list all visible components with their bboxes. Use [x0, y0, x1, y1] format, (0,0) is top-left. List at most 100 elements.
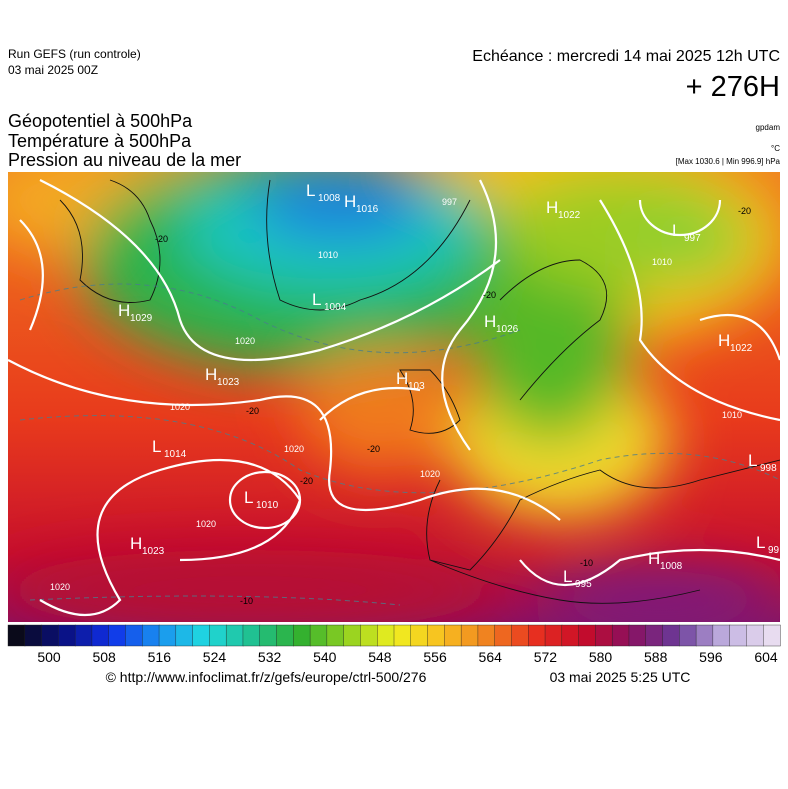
colorbar-swatch — [377, 624, 395, 647]
colorbar-swatch — [360, 624, 378, 647]
colorbar-tick-label: 516 — [148, 649, 172, 665]
colorbar-swatch — [242, 624, 261, 647]
center-letter: L — [244, 488, 253, 507]
isobar-label: 1020 — [196, 519, 216, 529]
center-pressure: 1014 — [164, 449, 187, 460]
colorbar-tick-label: 556 — [423, 649, 447, 665]
colorbar-swatch — [645, 624, 664, 647]
center-letter: L — [756, 533, 765, 552]
colorbar-swatch — [729, 624, 748, 647]
blob — [540, 570, 780, 622]
colorbar-tick-label: 588 — [644, 649, 668, 665]
temperature-label: -10 — [240, 596, 253, 606]
center-letter: L — [672, 221, 681, 240]
temperature-isolines — [19, 283, 780, 606]
colorbar-swatch — [561, 624, 580, 647]
isobar-label: 997 — [442, 197, 457, 207]
colorbar-swatch — [225, 624, 244, 647]
valid-time: Echéance : mercredi 14 mai 2025 12h UTC — [472, 48, 780, 65]
center-letter: L — [563, 567, 572, 586]
center-letter: H — [718, 331, 730, 350]
unit-pressure: [Max 1030.6 | Min 996.9] hPa — [676, 157, 781, 166]
colorbar-swatch — [209, 624, 227, 647]
colorbar-swatch — [662, 624, 680, 647]
center-letter: H — [118, 301, 130, 320]
colorbar-swatch — [74, 624, 93, 647]
colorbar-swatch — [192, 624, 210, 647]
isobar-label: 1020 — [170, 402, 190, 412]
center-pressure: 103 — [408, 381, 425, 392]
center-letter: H — [344, 192, 356, 211]
unit-gpdam: gpdam — [756, 123, 781, 132]
colorbar-swatch — [309, 624, 328, 647]
colorbar-swatch — [343, 624, 362, 647]
colorbar-swatch — [41, 624, 59, 647]
blob — [630, 200, 750, 280]
colorbar-swatch — [477, 624, 496, 647]
blob — [8, 550, 510, 622]
center-letter: L — [748, 451, 757, 470]
isobar-label: 1010 — [318, 250, 338, 260]
isobars — [8, 179, 780, 617]
colorbar-swatch — [259, 624, 278, 647]
center-letter: H — [396, 369, 408, 388]
colorbar-swatch — [158, 624, 177, 647]
generated-time: 03 mai 2025 5:25 UTC — [550, 669, 691, 685]
colorbar-swatch — [293, 624, 311, 647]
center-pressure: 1016 — [356, 204, 379, 215]
colorbar-swatch — [58, 624, 76, 647]
center-pressure: 1004 — [324, 302, 347, 313]
source-url: © http://www.infoclimat.fr/z/gefs/europe… — [106, 669, 427, 685]
colorbar-tick-label: 508 — [92, 649, 116, 665]
center-letter: L — [312, 290, 321, 309]
isobar-label: 1020 — [50, 582, 70, 592]
colorbar-swatch — [595, 624, 613, 647]
center-pressure: 1023 — [142, 546, 165, 557]
colorbar-swatch — [91, 624, 110, 647]
colorbar-swatch — [494, 624, 513, 647]
colorbar-swatch — [628, 624, 647, 647]
center-pressure: 1026 — [496, 324, 519, 335]
isobar-label: 1010 — [722, 410, 742, 420]
run-date: 03 mai 2025 00Z — [8, 63, 98, 77]
colorbar-swatch — [763, 624, 781, 647]
center-pressure: 998 — [760, 463, 777, 474]
colorbar-swatch — [444, 624, 462, 647]
title-temperature: Température à 500hPa — [8, 131, 192, 151]
lead-time: + 276H — [686, 71, 780, 103]
isobar-label: 1020 — [284, 444, 304, 454]
colorbar-swatch — [175, 624, 194, 647]
center-letter: L — [306, 181, 315, 200]
center-pressure: 1022 — [558, 210, 581, 221]
isobar-label: 1010 — [652, 257, 672, 267]
colorbar-swatch — [712, 624, 731, 647]
colorbar-swatch — [427, 624, 445, 647]
center-pressure: 1008 — [318, 193, 341, 204]
colorbar-swatch — [326, 624, 345, 647]
colorbar-swatch — [511, 624, 529, 647]
colorbar-tick-label: 548 — [368, 649, 392, 665]
map-field — [8, 172, 780, 622]
colorbar-swatch — [544, 624, 563, 647]
isobar-label: 1020 — [420, 469, 440, 479]
colorbar-swatch — [528, 624, 546, 647]
colorbar-swatch — [695, 624, 714, 647]
colorbar-swatch — [125, 624, 143, 647]
colorbar-swatch — [108, 624, 127, 647]
colorbar-swatch — [410, 624, 429, 647]
colorbar-swatch — [679, 624, 697, 647]
colorbar-tick-label: 596 — [699, 649, 723, 665]
center-pressure: 1008 — [660, 561, 683, 572]
colorbar-tick-label: 524 — [203, 649, 227, 665]
colorbar-tick-label: 564 — [479, 649, 503, 665]
isobar-label: 1020 — [235, 336, 255, 346]
colorbar-swatch — [460, 624, 479, 647]
blob — [250, 172, 430, 240]
temperature-label: -20 — [483, 290, 496, 300]
colorbar-swatch — [578, 624, 596, 647]
colorbar-swatch — [142, 624, 160, 647]
temperature-label: -20 — [246, 406, 259, 416]
colorbar-swatch — [7, 624, 26, 647]
